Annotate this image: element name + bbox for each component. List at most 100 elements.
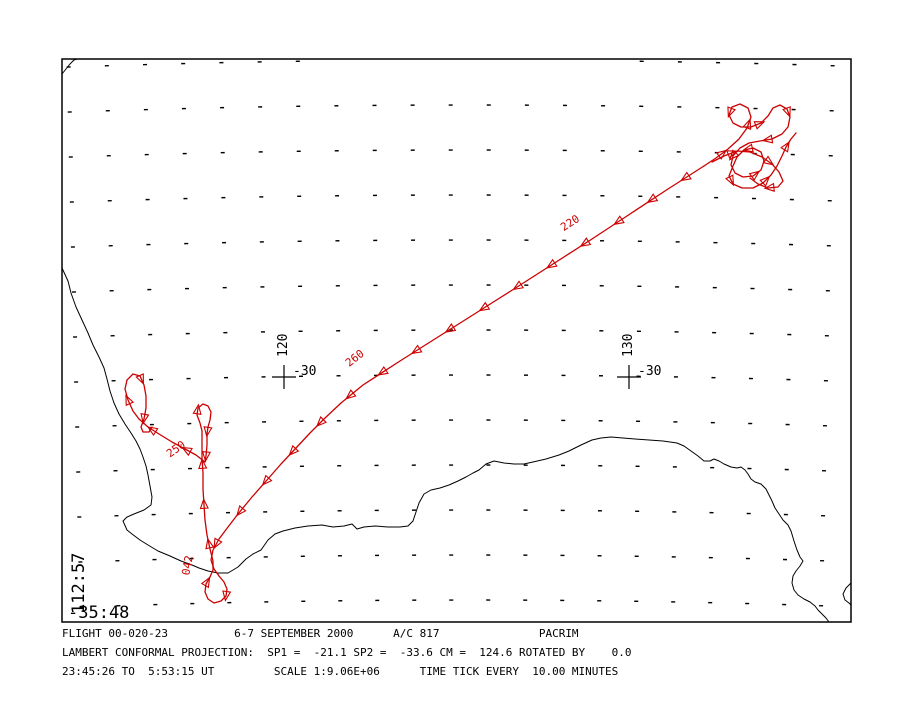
time-tick-icon xyxy=(725,174,735,187)
graticule-dot xyxy=(523,419,528,421)
graticule-dot xyxy=(75,426,80,428)
graticule-dot xyxy=(298,330,303,333)
graticule-dot xyxy=(821,469,827,472)
graticule-dot xyxy=(297,240,302,243)
graticule-dot xyxy=(335,240,340,242)
graticule-dot xyxy=(337,555,342,557)
graticule-dot xyxy=(335,285,340,287)
graticule-dot xyxy=(107,199,112,202)
graticule-dot xyxy=(296,150,301,153)
graticule-dot xyxy=(295,60,300,63)
graticule-dot xyxy=(411,509,416,511)
graticule-dot xyxy=(149,423,154,426)
footer-flight-info: FLIGHT 00-020-23 6-7 SEPTEMBER 2000 A/C … xyxy=(62,627,579,640)
time-tick-icon xyxy=(478,301,491,312)
graticule-dot xyxy=(751,242,756,245)
graticule-dot xyxy=(673,421,678,423)
graticule-dot xyxy=(523,554,528,556)
graticule-dot xyxy=(830,64,835,67)
time-tick-icon xyxy=(545,258,558,269)
graticule-dot xyxy=(748,422,753,425)
graticule-dot xyxy=(486,284,491,286)
graticule-dot xyxy=(638,150,643,153)
time-tick-icon xyxy=(742,143,754,153)
graticule-dot xyxy=(184,242,189,245)
graticule-cross-icon xyxy=(617,365,641,389)
graticule-dot xyxy=(563,104,568,107)
graticule-dot xyxy=(562,149,567,152)
graticule-dot xyxy=(786,378,791,381)
graticule-dot xyxy=(448,194,453,196)
graticule-dot xyxy=(754,62,759,65)
time-tick-icon xyxy=(199,497,209,510)
graticule-dot xyxy=(301,600,306,603)
graticule-dot xyxy=(562,194,567,197)
graticule-dot xyxy=(448,284,453,286)
graticule-dot xyxy=(599,375,604,377)
graticule-dot xyxy=(372,194,377,197)
graticule-dot xyxy=(486,194,491,196)
graticule-dot xyxy=(677,61,682,63)
graticule-dot xyxy=(225,466,230,469)
graticule-dot xyxy=(523,599,528,601)
graticule-dot xyxy=(220,106,225,109)
flight-track-path xyxy=(196,403,212,435)
graticule-dot xyxy=(820,559,825,562)
time-tick-icon xyxy=(742,118,752,130)
graticule-dot xyxy=(486,239,491,241)
graticule-dot xyxy=(74,381,79,383)
plot-border xyxy=(61,58,852,623)
graticule-dot xyxy=(145,198,150,201)
graticule-dot xyxy=(560,464,566,467)
graticule-dot xyxy=(822,424,827,427)
time-tick-icon xyxy=(261,474,273,486)
graticule-dot xyxy=(260,286,265,288)
graticule-dot xyxy=(449,554,454,556)
graticule-dot xyxy=(190,602,195,605)
graticule-dot xyxy=(600,240,605,242)
graticule-dot xyxy=(524,284,529,286)
graticule-longitude-label: 130 xyxy=(621,334,636,357)
time-tick-icon xyxy=(410,344,423,355)
track-time-label: 260 xyxy=(343,347,367,369)
time-tick-icon xyxy=(213,537,223,550)
graticule-dot xyxy=(524,239,529,241)
graticule-dot xyxy=(260,331,265,333)
graticule-dot xyxy=(782,558,788,561)
graticule-dot xyxy=(749,332,754,335)
graticule-dot xyxy=(716,61,721,64)
graticule-dot xyxy=(373,329,378,332)
time-tick-icon xyxy=(715,149,728,160)
graticule-dot xyxy=(182,152,187,155)
graticule-dot xyxy=(637,285,642,288)
graticule-dot xyxy=(710,466,715,469)
graticule-dot xyxy=(524,104,529,106)
time-tick-icon xyxy=(146,426,159,437)
graticule-dot xyxy=(298,285,303,288)
flight-track-path xyxy=(124,373,153,433)
graticule-dot xyxy=(336,375,341,377)
graticule-dot xyxy=(523,464,528,466)
graticule-dot xyxy=(146,243,151,246)
graticule-dot xyxy=(715,106,720,109)
graticule-dot xyxy=(448,374,453,376)
graticule-dot xyxy=(375,554,380,557)
graticule-dot xyxy=(73,336,78,338)
time-tick-icon xyxy=(753,121,766,130)
graticule-dot xyxy=(337,465,342,467)
graticule-dot xyxy=(789,243,794,246)
graticule-dot xyxy=(77,516,82,518)
graticule-dot xyxy=(411,329,416,331)
graticule-dot xyxy=(148,333,153,336)
flight-track-path xyxy=(204,433,208,463)
time-tick-icon xyxy=(726,150,738,159)
graticule-longitude-label: 120 xyxy=(276,334,291,357)
graticule-dot xyxy=(297,195,302,198)
time-tick-icon xyxy=(377,365,389,376)
graticule-dot xyxy=(671,601,676,603)
time-tick-icon xyxy=(203,426,213,438)
time-tick-icon xyxy=(728,149,740,161)
graticule-dot xyxy=(410,194,415,196)
graticule-dot xyxy=(790,153,795,156)
graticule-dot xyxy=(188,512,193,515)
